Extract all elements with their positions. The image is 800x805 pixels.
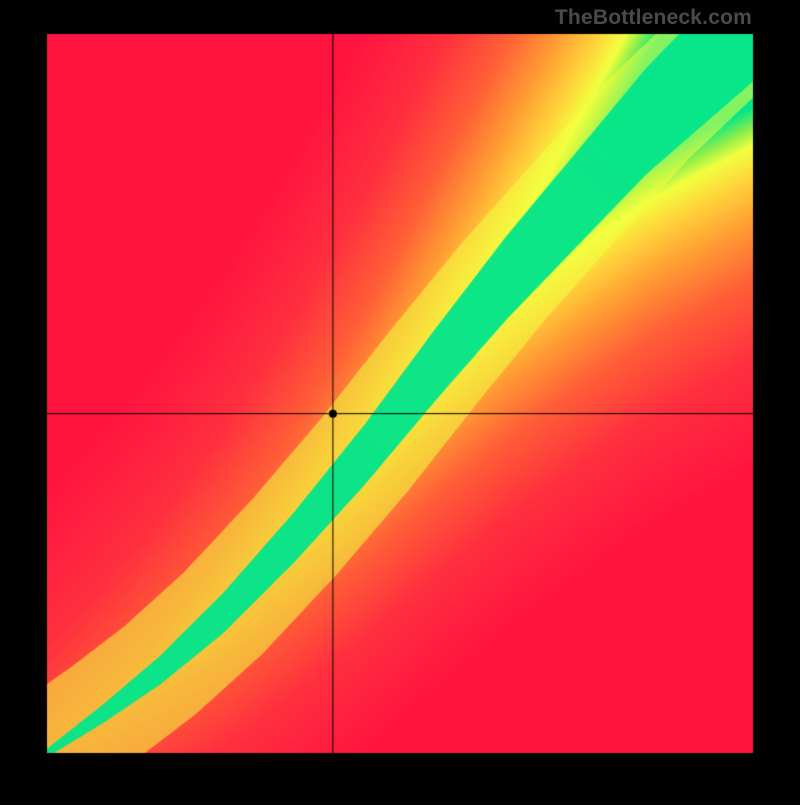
plot-container	[0, 0, 800, 805]
heatmap-canvas	[0, 0, 800, 800]
watermark-text: TheBottleneck.com	[555, 6, 752, 30]
